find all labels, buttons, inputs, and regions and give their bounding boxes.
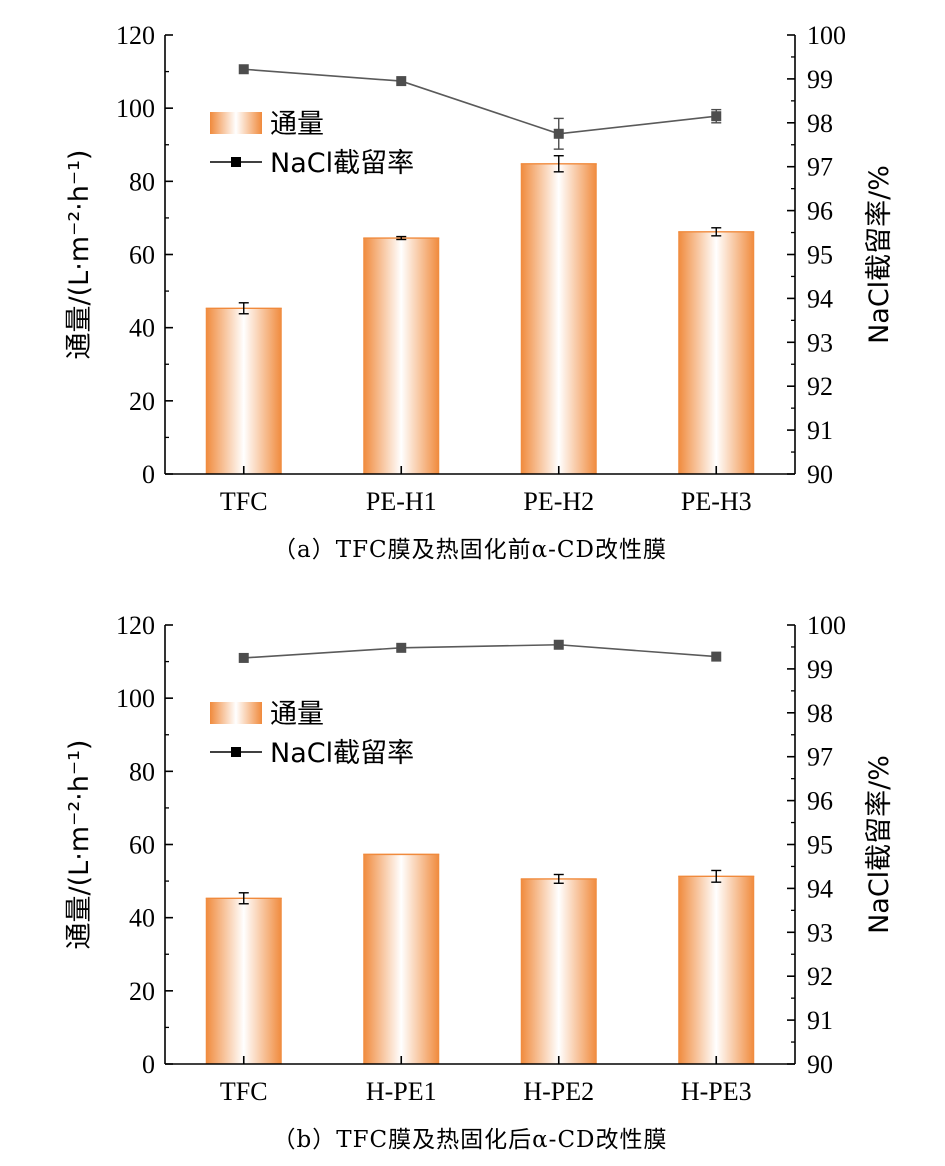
left-tick-label: 60	[129, 241, 155, 270]
x-tick-label-h-pe2: H-PE2	[523, 1077, 594, 1106]
left-tick-label: 120	[116, 21, 155, 50]
rejection-point-h-pe3	[711, 651, 722, 662]
panel-a: 0 20 40 60 80 100 120 90 91 92 93 94 95 96 97 98 99 100 TF…	[64, 21, 895, 563]
x-tick-label-pe-h1: PE-H1	[366, 487, 437, 516]
left-tick-label: 80	[129, 167, 155, 196]
right-tick-label: 98	[807, 699, 833, 728]
rejection-point-tfc	[238, 64, 249, 75]
left-tick-label: 0	[142, 460, 155, 489]
right-tick-label: 93	[807, 328, 833, 357]
bar-h-pe3	[678, 876, 755, 1064]
right-tick-label: 96	[807, 787, 833, 816]
right-axis-title: NaCl截留率/%	[864, 755, 895, 934]
right-tick-label: 96	[807, 197, 833, 226]
right-tick-label: 92	[807, 962, 833, 991]
legend-label-rejection: NaCl截留率	[270, 148, 414, 179]
x-tick-label-tfc: TFC	[220, 1077, 268, 1106]
legend-bar-swatch	[210, 702, 262, 724]
right-tick-label: 94	[807, 874, 833, 903]
right-axis-title: NaCl截留率/%	[864, 165, 895, 344]
rejection-point-h-pe1	[396, 642, 407, 653]
x-tick-label-h-pe1: H-PE1	[366, 1077, 437, 1106]
right-tick-label: 93	[807, 918, 833, 947]
rejection-point-tfc	[238, 652, 249, 663]
left-tick-label: 100	[116, 684, 155, 713]
legend-label-flux: 通量	[270, 109, 324, 140]
left-tick-label: 80	[129, 757, 155, 786]
bar-h-pe2	[520, 878, 597, 1064]
panel-b: 0 20 40 60 80 100 120 90 91 92 93 94 95 96 97 98 99 100 TF…	[64, 611, 895, 1153]
left-tick-label: 60	[129, 831, 155, 860]
legend-marker-swatch	[231, 747, 241, 757]
legend-bar-swatch	[210, 112, 262, 134]
right-tick-label: 92	[807, 372, 833, 401]
x-tick-label-h-pe3: H-PE3	[681, 1077, 752, 1106]
left-tick-label: 120	[116, 611, 155, 640]
right-tick-label: 99	[807, 65, 833, 94]
right-tick-label: 95	[807, 241, 833, 270]
x-tick-label-tfc: TFC	[220, 487, 268, 516]
left-axis-title: 通量/(L·m⁻²·h⁻¹)	[64, 150, 95, 360]
left-tick-label: 40	[129, 314, 155, 343]
right-tick-label: 95	[807, 831, 833, 860]
left-axis-title: 通量/(L·m⁻²·h⁻¹)	[64, 740, 95, 950]
right-tick-label: 97	[807, 153, 833, 182]
panel-caption: （b）TFC膜及热固化后α-CD改性膜	[273, 1127, 668, 1153]
bar-pe-h1	[363, 238, 440, 474]
bar-h-pe1	[363, 854, 440, 1064]
bar-tfc	[205, 308, 282, 474]
right-tick-label: 90	[807, 1050, 833, 1079]
right-tick-label: 94	[807, 284, 833, 313]
right-tick-label: 91	[807, 416, 833, 445]
x-tick-label-pe-h3: PE-H3	[681, 487, 752, 516]
rejection-line	[243, 68, 717, 135]
rejection-point-h-pe2	[553, 639, 564, 650]
left-tick-label: 20	[129, 977, 155, 1006]
rejection-point-pe-h3	[711, 111, 722, 122]
x-tick-label-pe-h2: PE-H2	[523, 487, 594, 516]
legend-marker-swatch	[231, 157, 241, 167]
rejection-line	[243, 643, 717, 659]
rejection-point-pe-h2	[553, 128, 564, 139]
right-tick-label: 99	[807, 655, 833, 684]
right-tick-label: 100	[807, 611, 846, 640]
rejection-point-pe-h1	[396, 76, 407, 87]
legend-label-rejection: NaCl截留率	[270, 738, 414, 769]
right-tick-label: 97	[807, 743, 833, 772]
right-tick-label: 100	[807, 21, 846, 50]
left-tick-label: 0	[142, 1050, 155, 1079]
bar-tfc	[205, 898, 282, 1064]
left-tick-label: 20	[129, 387, 155, 416]
right-tick-label: 90	[807, 460, 833, 489]
right-tick-label: 91	[807, 1006, 833, 1035]
left-tick-label: 100	[116, 94, 155, 123]
bar-pe-h3	[678, 231, 755, 474]
panel-caption: （a）TFC膜及热固化前α-CD改性膜	[273, 537, 667, 563]
bar-pe-h2	[520, 163, 597, 475]
right-tick-label: 98	[807, 109, 833, 138]
left-tick-label: 40	[129, 904, 155, 933]
legend-label-flux: 通量	[270, 699, 324, 730]
